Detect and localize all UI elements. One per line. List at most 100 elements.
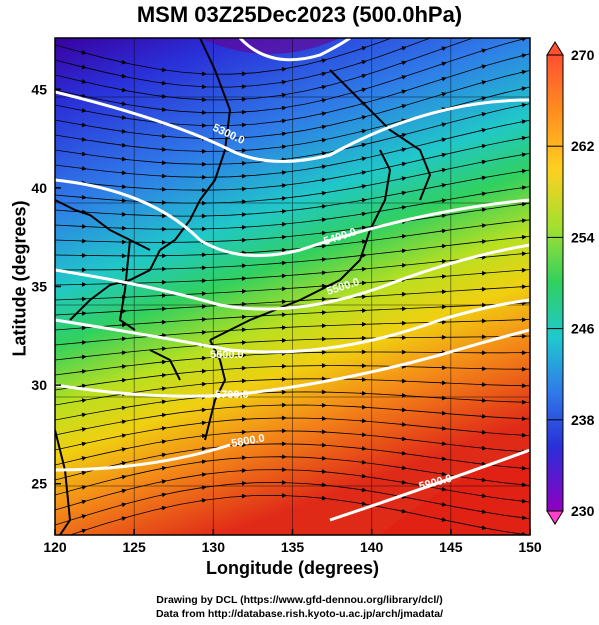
credit-data-source: Data from http://database.rish.kyoto-u.a… bbox=[155, 608, 444, 620]
wind-arrow bbox=[439, 410, 447, 416]
wind-arrow bbox=[159, 465, 167, 471]
wind-arrow bbox=[439, 501, 447, 507]
wind-arrow bbox=[359, 446, 367, 451]
wind-arrow bbox=[399, 205, 407, 210]
wind-arrow bbox=[439, 137, 447, 143]
wind-arrow bbox=[279, 157, 287, 163]
wind-arrow bbox=[119, 322, 127, 328]
wind-arrow bbox=[79, 398, 87, 403]
wind-arrow bbox=[279, 66, 287, 72]
y-tick-label: 45 bbox=[31, 81, 47, 97]
wind-arrow bbox=[399, 161, 407, 167]
wind-arrow bbox=[479, 493, 487, 499]
wind-arrow bbox=[439, 426, 447, 431]
wind-arrow bbox=[119, 474, 127, 480]
x-axis: 120 125 130 135 140 145 150 bbox=[43, 529, 542, 555]
wind-arrow bbox=[519, 234, 527, 240]
wind-arrow bbox=[519, 102, 527, 108]
wind-arrow bbox=[159, 372, 167, 378]
wind-arrow bbox=[79, 108, 87, 113]
wind-arrow bbox=[359, 266, 367, 272]
wind-arrow bbox=[279, 170, 287, 176]
wind-arrow bbox=[119, 461, 127, 466]
wind-arrow bbox=[119, 488, 127, 494]
wind-arrow bbox=[199, 407, 207, 413]
wind-arrow bbox=[439, 213, 447, 219]
wind-arrow bbox=[399, 147, 407, 153]
wind-arrow bbox=[519, 69, 527, 75]
colorbar-tick-label: 246 bbox=[571, 321, 595, 337]
contour-label: 5800.0 bbox=[230, 432, 265, 450]
wind-arrow bbox=[79, 441, 87, 447]
wind-arrow bbox=[119, 405, 127, 411]
y-tick-label: 25 bbox=[31, 476, 47, 492]
wind-arrow bbox=[439, 92, 447, 97]
wind-arrow bbox=[79, 499, 87, 505]
wind-arrow bbox=[479, 64, 487, 69]
credit-dcl: Drawing by DCL (https://www.gfd-dennou.o… bbox=[156, 594, 443, 606]
wind-arrow bbox=[479, 191, 487, 197]
wind-arrow bbox=[479, 80, 487, 85]
wind-arrow bbox=[479, 461, 487, 467]
wind-arrow bbox=[479, 525, 487, 530]
wind-arrow bbox=[319, 71, 327, 77]
wind-arrow bbox=[439, 259, 447, 264]
wind-arrow bbox=[440, 32, 446, 34]
wind-arrow bbox=[279, 196, 287, 201]
wind-arrow bbox=[119, 350, 127, 356]
wind-arrow bbox=[399, 60, 407, 66]
wind-arrow bbox=[319, 283, 327, 289]
colorbar-bottom-arrow bbox=[546, 510, 564, 525]
x-tick-label: 135 bbox=[281, 539, 305, 555]
wind-arrow bbox=[479, 270, 487, 276]
colorbar-tick-label: 230 bbox=[571, 503, 595, 519]
wind-arrow bbox=[279, 144, 287, 150]
wind-arrow bbox=[319, 84, 327, 90]
wind-arrow bbox=[79, 93, 87, 99]
wind-arrow bbox=[359, 487, 367, 493]
wind-arrow bbox=[119, 502, 127, 508]
wind-arrow bbox=[519, 168, 527, 174]
wind-arrow bbox=[79, 340, 87, 345]
wind-arrow bbox=[279, 260, 287, 266]
wind-arrow bbox=[359, 225, 367, 231]
wind-arrow bbox=[119, 364, 127, 369]
wind-arrow bbox=[159, 412, 167, 418]
wind-arrow bbox=[399, 234, 407, 239]
wind-arrow bbox=[439, 198, 447, 204]
wind-arrow bbox=[439, 76, 447, 82]
wind-arrow bbox=[399, 89, 407, 95]
wind-arrow bbox=[119, 447, 127, 452]
wind-arrow bbox=[479, 48, 487, 54]
wind-arrow bbox=[359, 87, 367, 93]
wind-arrow bbox=[359, 156, 367, 162]
colorbar-tick-label: 254 bbox=[571, 229, 595, 245]
wind-arrow bbox=[159, 439, 167, 445]
wind-arrow bbox=[480, 2, 486, 4]
wind-arrow bbox=[319, 469, 327, 474]
wind-arrow bbox=[119, 336, 127, 342]
wind-arrow bbox=[399, 132, 407, 138]
wind-arrow bbox=[400, 33, 406, 35]
wind-arrow bbox=[399, 465, 407, 471]
wind-arrow bbox=[79, 528, 87, 534]
wind-arrow bbox=[119, 128, 127, 134]
wind-arrow bbox=[519, 498, 527, 504]
wind-arrow bbox=[359, 418, 367, 424]
wind-arrow bbox=[79, 136, 87, 142]
wind-arrow bbox=[79, 412, 87, 418]
wind-arrow bbox=[479, 255, 487, 260]
wind-arrow bbox=[479, 175, 487, 181]
wind-arrow bbox=[359, 46, 367, 51]
wind-arrow bbox=[199, 485, 207, 490]
wind-arrow bbox=[319, 243, 327, 249]
wind-arrow bbox=[79, 383, 87, 389]
wind-arrow bbox=[359, 115, 367, 120]
wind-arrow bbox=[159, 386, 167, 392]
wind-arrow bbox=[519, 119, 527, 125]
wind-arrow bbox=[399, 422, 407, 427]
x-tick-label: 120 bbox=[43, 539, 67, 555]
wind-arrow bbox=[199, 459, 207, 465]
wind-arrow bbox=[319, 124, 327, 130]
height-contours bbox=[55, 38, 530, 522]
